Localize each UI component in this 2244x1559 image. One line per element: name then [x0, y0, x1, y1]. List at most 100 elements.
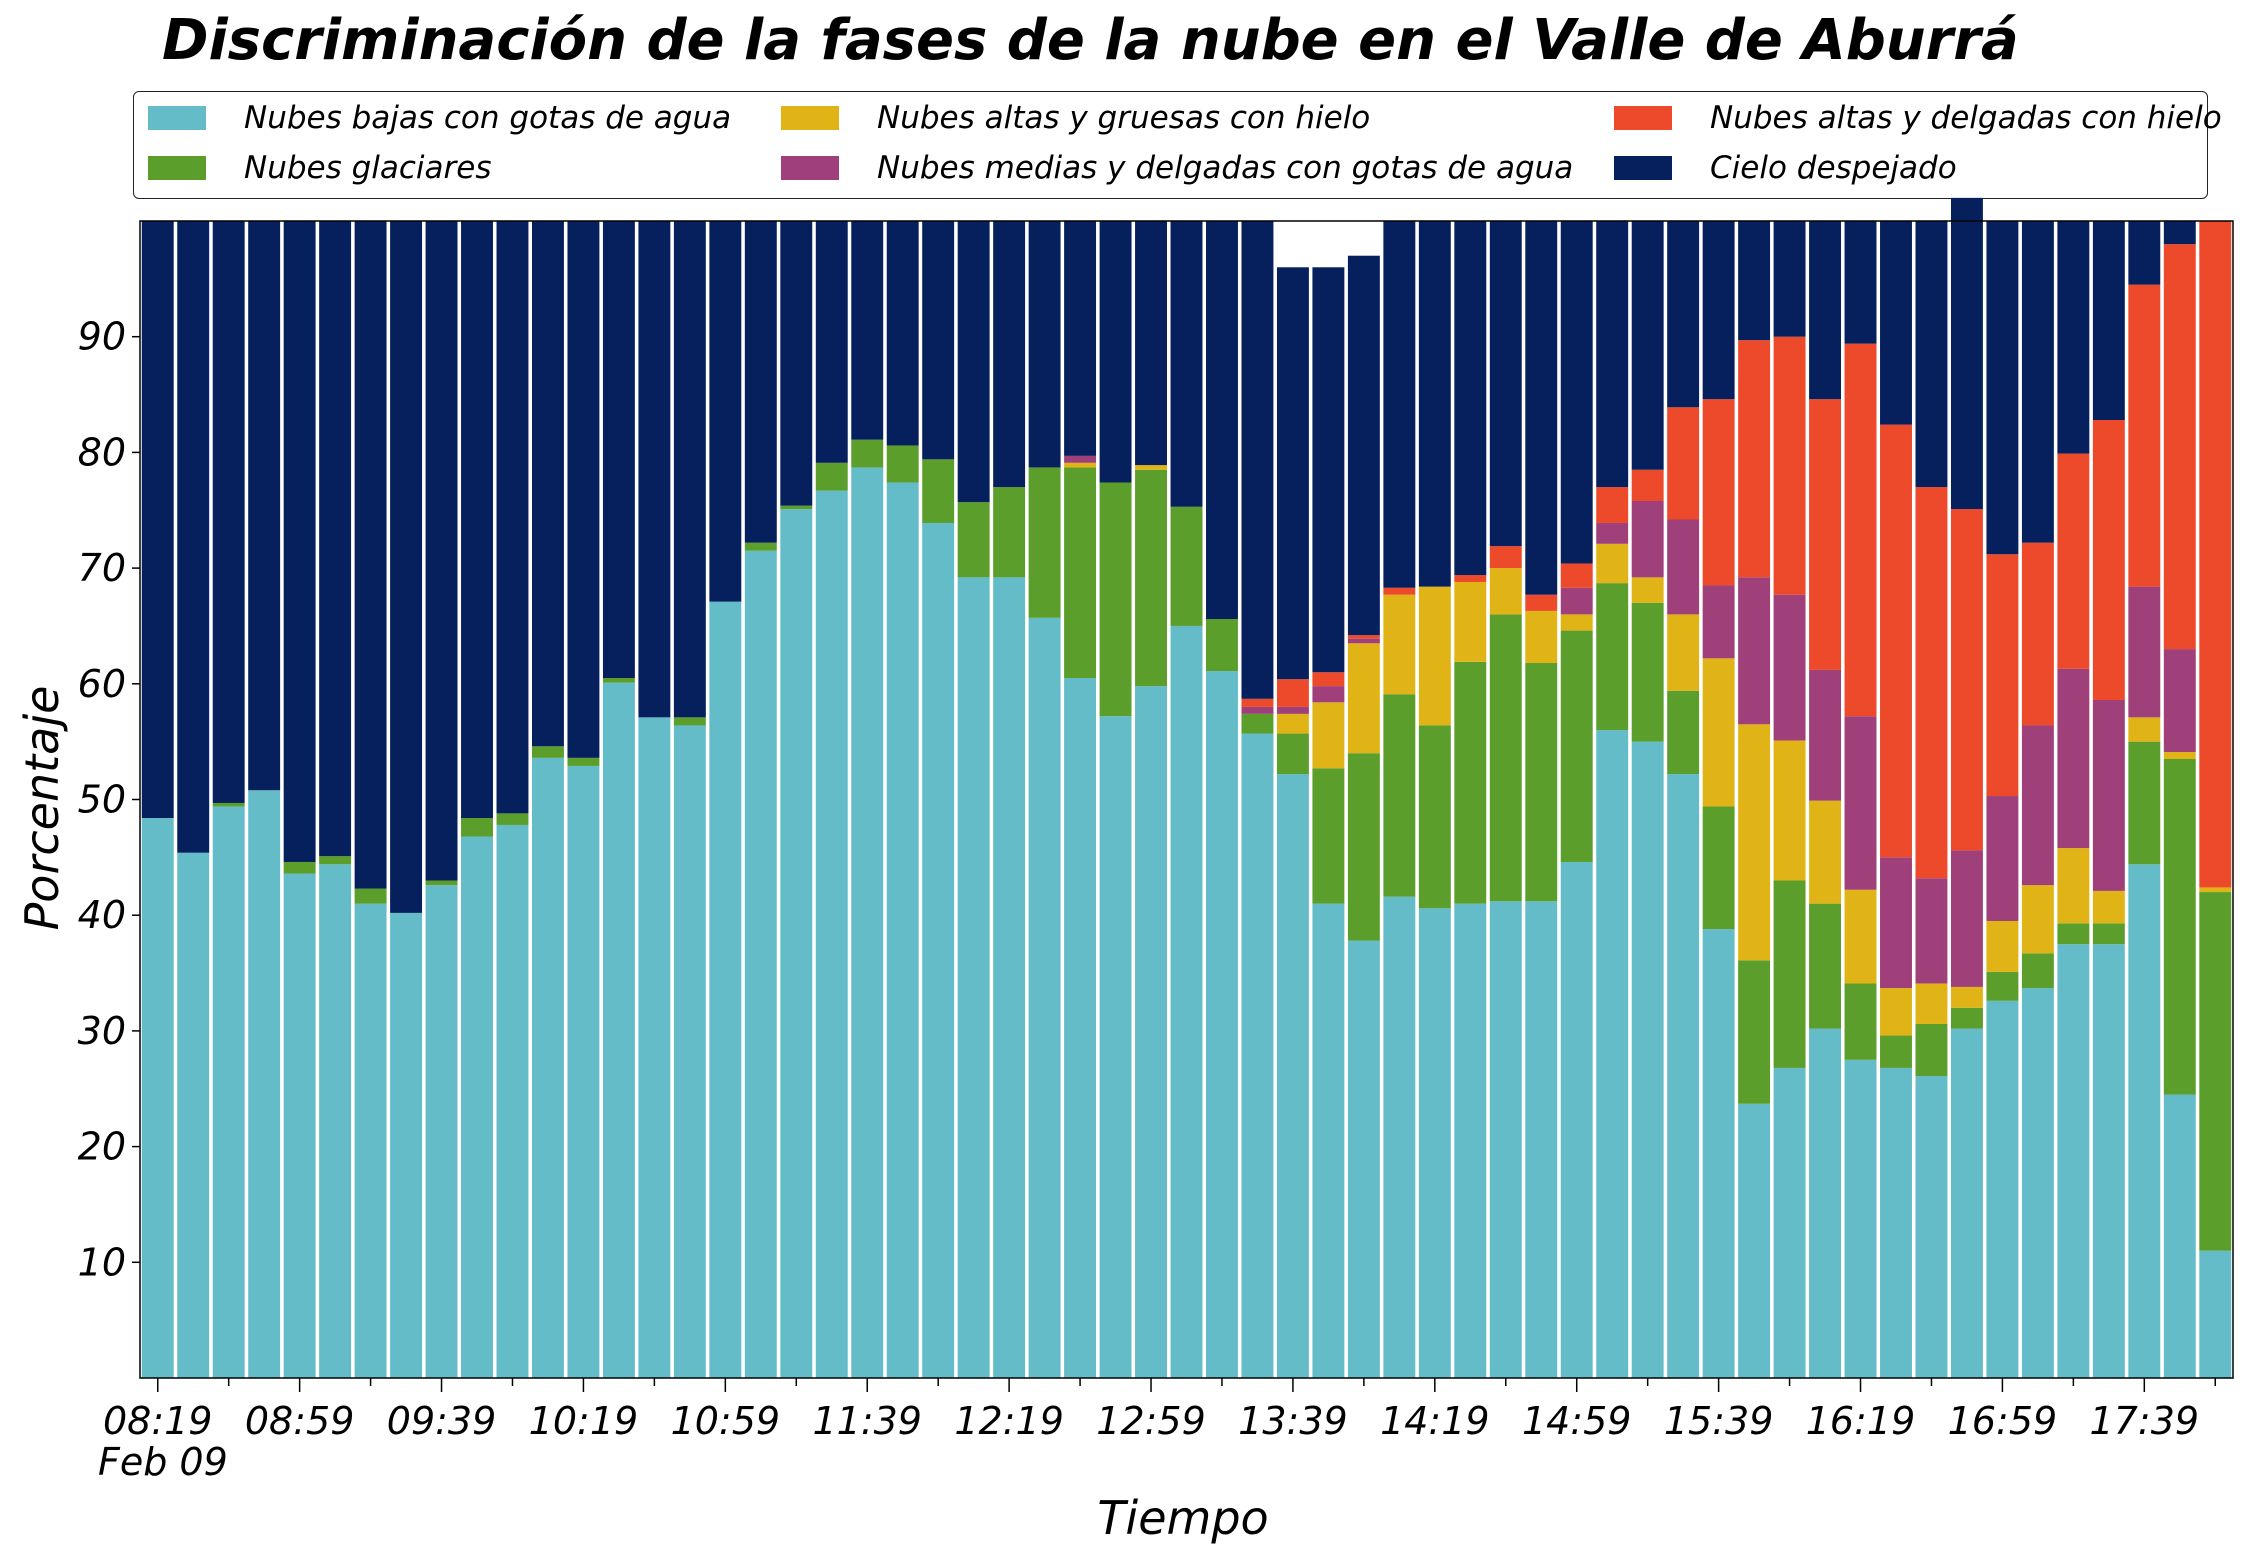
bar-segment — [1525, 610, 1558, 663]
bar-segment — [780, 505, 813, 510]
bar-segment — [2057, 221, 2090, 454]
bar-segment — [1489, 614, 1522, 902]
bar-segment — [1312, 702, 1345, 769]
bar-segment — [141, 221, 174, 819]
bar-segment — [461, 818, 493, 837]
bar-segment — [1454, 661, 1487, 904]
bar-segment — [2163, 221, 2196, 245]
bar-segment — [1560, 587, 1593, 615]
bar-segment — [1773, 221, 1806, 337]
bar-segment — [390, 221, 423, 913]
bar-segment — [1454, 581, 1487, 662]
bar-segment — [319, 864, 352, 1378]
bar-segment — [1064, 462, 1097, 468]
bar-segment — [1028, 617, 1061, 1378]
bar-segment — [1312, 686, 1345, 703]
bar-segment — [1915, 221, 1948, 488]
legend-swatch — [781, 156, 839, 180]
bar-segment — [1206, 221, 1238, 620]
bar-segment — [1276, 774, 1309, 1378]
bar-segment — [851, 439, 884, 468]
bar-segment — [2021, 988, 2054, 1378]
bar-segment — [1525, 221, 1558, 595]
y-tick-label: 20 — [78, 1125, 126, 1169]
bar-segment — [2163, 649, 2196, 753]
legend-label: Nubes bajas con gotas de agua — [244, 100, 732, 136]
x-tick-label: 08:19 — [103, 1399, 213, 1443]
bar-segment — [1383, 896, 1416, 1378]
bar-segment — [886, 221, 919, 446]
bar-segment — [1844, 221, 1877, 344]
bar-segment — [531, 746, 564, 758]
bar-segment — [1667, 407, 1700, 520]
bar-segment — [1596, 583, 1629, 731]
bar-segment — [1135, 686, 1167, 1378]
bar-segment — [1986, 796, 2019, 921]
bar-segment — [2163, 1094, 2196, 1378]
bar-segment — [1383, 694, 1416, 897]
bar-segment — [2199, 221, 2232, 888]
legend-item: Nubes medias y delgadas con gotas de agu… — [781, 150, 1573, 186]
bar-segment — [1489, 546, 1522, 569]
bar-segment — [177, 852, 210, 1378]
bar-segment — [2092, 944, 2125, 1379]
y-tick-label: 40 — [78, 893, 126, 937]
bar-segment — [1347, 635, 1380, 639]
bar-segment — [922, 459, 955, 523]
bar-segment — [1631, 469, 1664, 501]
bar-segment — [1915, 1076, 1948, 1378]
y-tick-label: 80 — [78, 430, 126, 474]
bar-segment — [1844, 343, 1877, 717]
x-axis-date-label: Feb 09 — [98, 1440, 228, 1484]
bar-segment — [1844, 983, 1877, 1060]
bar-segment — [1880, 988, 1912, 1036]
bar-segment — [744, 221, 777, 543]
legend-swatch — [148, 106, 206, 130]
bar-segment — [1525, 594, 1558, 611]
bar-segment — [1773, 336, 1806, 595]
bar-segment — [1986, 554, 2019, 797]
x-tick-label: 15:39 — [1664, 1399, 1774, 1443]
x-tick-label: 12:19 — [954, 1399, 1064, 1443]
bar-segment — [2128, 586, 2161, 718]
bar-segment — [1950, 986, 1983, 1008]
bar-segment — [602, 678, 635, 683]
legend-label: Nubes altas y delgadas con hielo — [1710, 100, 2222, 136]
bar-segment — [425, 221, 458, 881]
bar-segment — [567, 757, 600, 766]
bar-segment — [1915, 878, 1948, 984]
y-tick-label: 90 — [78, 315, 126, 359]
bar-segment — [1206, 671, 1238, 1378]
bar-segment — [780, 509, 813, 1379]
bar-segment — [1809, 221, 1842, 400]
bar-segment — [1525, 662, 1558, 902]
bar-segment — [1596, 221, 1629, 488]
bar-segment — [2092, 700, 2125, 891]
bar-segment — [1773, 880, 1806, 1068]
bar-segment — [1276, 733, 1309, 775]
bar-segment — [1702, 806, 1735, 930]
bar-segment — [1702, 585, 1735, 659]
bar-segment — [1631, 741, 1664, 1378]
bar-segment — [1276, 706, 1309, 714]
bar-segment — [744, 542, 777, 551]
bar-segment — [1135, 465, 1167, 470]
bar-segment — [744, 550, 777, 1378]
chart-title: Discriminación de la fases de la nube en… — [162, 8, 2019, 73]
bar-segment — [993, 577, 1026, 1378]
legend-item: Cielo despejado — [1614, 150, 1957, 186]
bar-segment — [531, 757, 564, 1378]
bar-segment — [1986, 971, 2019, 1001]
bar-segment — [851, 467, 884, 1378]
bar-segment — [1986, 221, 2019, 555]
bar-segment — [177, 221, 210, 853]
bar-segment — [1347, 643, 1380, 754]
bar-segment — [283, 873, 316, 1378]
bar-segment — [1383, 594, 1416, 695]
y-tick-label: 10 — [78, 1240, 126, 1284]
bar-segment — [1809, 800, 1842, 904]
bar-segment — [1773, 594, 1806, 741]
bar-segment — [1276, 679, 1309, 707]
bar-segment — [1418, 221, 1451, 587]
bar-segment — [1454, 575, 1487, 582]
